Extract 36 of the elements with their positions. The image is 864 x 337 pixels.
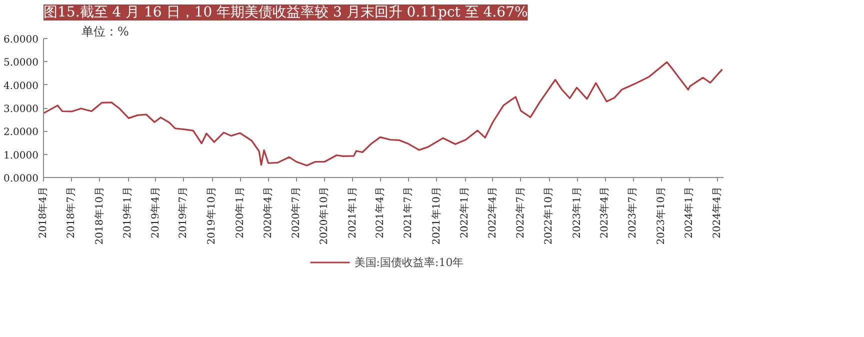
x-tick-label: 2023年7月 (626, 186, 639, 238)
x-tick-label: 2021年1月 (346, 186, 358, 238)
legend-label: 美国:国债收益率:10年 (354, 254, 464, 270)
x-tick-label: 2021年10月 (430, 186, 442, 245)
x-tick-label: 2021年4月 (374, 186, 386, 238)
y-tick-label: 1.0000 (4, 150, 39, 162)
x-tick-label: 2023年4月 (598, 186, 611, 238)
x-tick-label: 2019年1月 (122, 186, 134, 238)
x-tick-label: 2022年4月 (486, 186, 498, 238)
line-series (44, 61, 724, 166)
y-tick-label: 4.0000 (4, 80, 39, 92)
x-tick-label: 2022年10月 (542, 186, 555, 245)
y-tick-label: 2.0000 (4, 127, 39, 138)
x-tick-label: 2024年4月 (711, 186, 724, 238)
x-tick-label: 2023年1月 (570, 186, 583, 238)
x-tick-label: 2019年4月 (149, 186, 162, 238)
x-tick-label: 2020年10月 (318, 186, 330, 245)
x-tick-label: 2024年1月 (683, 186, 696, 238)
x-tick-label: 2020年4月 (262, 186, 274, 238)
x-tick-label: 2018年7月 (64, 186, 77, 238)
x-tick-label: 2019年10月 (206, 186, 218, 245)
y-tick-label: 3.0000 (4, 104, 39, 115)
y-tick-label: 5.0000 (4, 58, 39, 69)
x-tick-label: 2021年7月 (402, 186, 414, 238)
y-tick-label: 0.0000 (4, 174, 39, 184)
chart-title: 图15.截至 4 月 16 日，10 年期美债收益率较 3 月末回升 0.11pct 至 4.67% (44, 4, 528, 20)
x-tick-label: 2022年7月 (514, 186, 526, 238)
x-tick-label: 2019年7月 (177, 186, 190, 238)
x-tick-label: 2020年7月 (290, 186, 302, 238)
x-tick-label: 2018年10月 (93, 186, 106, 245)
y-tick-label: 6.0000 (4, 34, 39, 46)
x-tick-label: 2022年1月 (458, 186, 471, 238)
annotation: 单位：% (82, 24, 129, 38)
x-tick-label: 2023年10月 (654, 186, 667, 245)
x-tick-label: 2018年4月 (37, 186, 49, 238)
x-tick-label: 2020年1月 (234, 186, 246, 238)
